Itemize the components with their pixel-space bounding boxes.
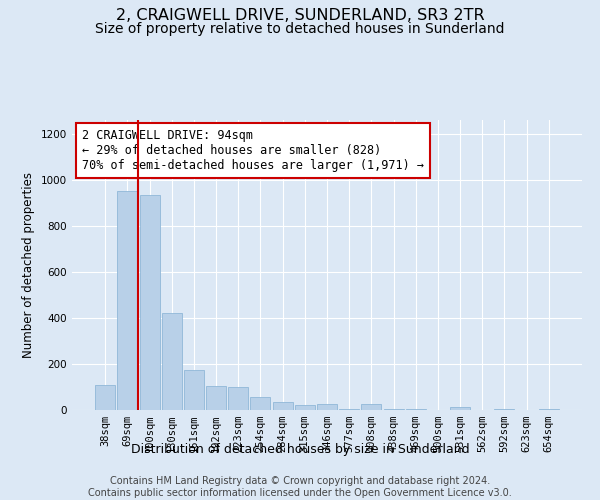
Bar [272, 402, 293, 410]
Bar [361, 404, 382, 410]
Text: Size of property relative to detached houses in Sunderland: Size of property relative to detached ho… [95, 22, 505, 36]
Bar [250, 398, 271, 410]
Bar [162, 314, 182, 410]
Text: 2, CRAIGWELL DRIVE, SUNDERLAND, SR3 2TR: 2, CRAIGWELL DRIVE, SUNDERLAND, SR3 2TR [116, 8, 484, 22]
Bar [450, 406, 470, 410]
Bar [206, 386, 226, 410]
Text: 2 CRAIGWELL DRIVE: 94sqm
← 29% of detached houses are smaller (828)
70% of semi-: 2 CRAIGWELL DRIVE: 94sqm ← 29% of detach… [82, 128, 424, 172]
Bar [140, 195, 160, 410]
Bar [295, 406, 315, 410]
Bar [95, 384, 115, 410]
Bar [184, 370, 204, 410]
Bar [406, 409, 426, 410]
Bar [339, 409, 359, 410]
Bar [317, 404, 337, 410]
Bar [494, 409, 514, 410]
Bar [228, 387, 248, 410]
Bar [539, 409, 559, 410]
Text: Distribution of detached houses by size in Sunderland: Distribution of detached houses by size … [131, 442, 469, 456]
Text: Contains HM Land Registry data © Crown copyright and database right 2024.
Contai: Contains HM Land Registry data © Crown c… [88, 476, 512, 498]
Bar [118, 192, 137, 410]
Bar [383, 409, 404, 410]
Y-axis label: Number of detached properties: Number of detached properties [22, 172, 35, 358]
